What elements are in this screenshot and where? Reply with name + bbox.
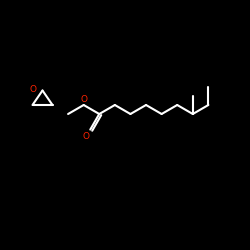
Text: O: O (82, 132, 89, 141)
Text: O: O (30, 85, 36, 94)
Text: O: O (80, 95, 87, 104)
